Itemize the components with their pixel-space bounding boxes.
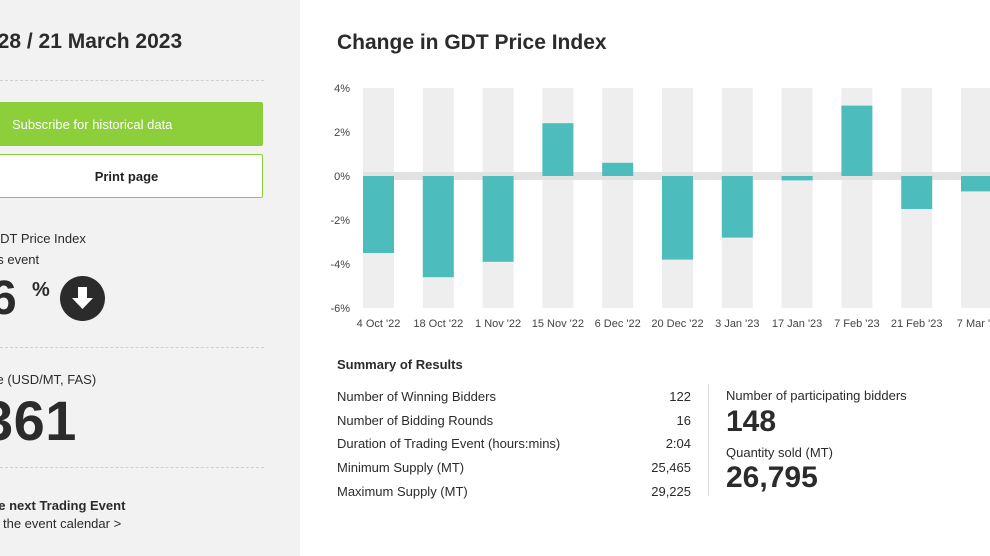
y-tick-label: -6% (330, 303, 350, 315)
quantity-sold-value: 26,795 (726, 461, 818, 494)
x-tick-label: 1 Nov '22 (475, 318, 521, 330)
x-tick-label: 21 Feb '23 (891, 318, 943, 330)
summary-row-label: Minimum Supply (MT) (337, 460, 465, 475)
event-title: 328 / 21 March 2023 (0, 30, 183, 53)
chart-title: Change in GDT Price Index (337, 31, 607, 54)
chart-bar (961, 176, 990, 192)
index-label: GDT Price Index (0, 231, 86, 246)
y-tick-label: 0% (334, 171, 350, 183)
y-tick-label: 4% (334, 83, 350, 95)
chart-bar (363, 176, 394, 253)
participating-bidders-label: Number of participating bidders (726, 388, 907, 403)
chart-band (781, 88, 813, 308)
x-tick-label: 7 Mar '2 (957, 318, 990, 330)
event-calendar-link[interactable]: w the event calendar > (0, 516, 122, 531)
summary-row-label: Maximum Supply (MT) (337, 484, 468, 499)
quantity-sold-label: Quantity sold (MT) (726, 445, 833, 460)
summary-row-label: Duration of Trading Event (hours:mins) (337, 436, 561, 451)
x-tick-label: 15 Nov '22 (532, 318, 584, 330)
divider (0, 80, 264, 81)
summary-row-value: 29,225 (651, 484, 691, 499)
summary-row: Duration of Trading Event (hours:mins) 2… (337, 436, 691, 456)
x-tick-label: 4 Oct '22 (357, 318, 401, 330)
chart-bar (781, 176, 813, 181)
x-tick-label: 17 Jan '23 (772, 318, 822, 330)
summary-row-value: 122 (669, 389, 691, 404)
chart-bar (482, 176, 514, 262)
chart-bar (901, 176, 933, 209)
summary-title: Summary of Results (337, 357, 463, 372)
chart-band (542, 88, 574, 308)
x-tick-label: 3 Jan '23 (715, 318, 759, 330)
summary-row: Number of Winning Bidders 122 (337, 389, 691, 409)
subscribe-button[interactable]: Subscribe for historical data (0, 102, 263, 146)
chart-bar (662, 176, 693, 260)
price-index-chart: 4% 2% 0% -2% -4% -6% 4 Oct '22 18 Oct '22 1 Nov … (330, 83, 990, 330)
next-event-title: the next Trading Event (0, 498, 126, 513)
summary-row: Minimum Supply (MT) 25,465 (337, 460, 691, 480)
chart-bar (542, 123, 574, 176)
x-tick-label: 6 Dec '22 (595, 318, 641, 330)
summary-divider (708, 384, 709, 496)
summary-row-label: Number of Bidding Rounds (337, 413, 494, 428)
print-button[interactable]: Print page (0, 154, 263, 198)
summary-row: Maximum Supply (MT) 29,225 (337, 484, 691, 504)
event-sidebar: 328 / 21 March 2023 Subscribe for histor… (0, 0, 300, 556)
chart-band (602, 88, 634, 308)
change-unit: % (32, 279, 50, 301)
chart-bar (721, 176, 753, 238)
y-tick-label: -2% (330, 215, 350, 227)
divider (0, 467, 264, 468)
summary-row-value: 16 (676, 413, 691, 428)
participating-bidders-value: 148 (726, 405, 777, 438)
chart-bar (602, 162, 634, 176)
summary-row-label: Number of Winning Bidders (337, 389, 496, 404)
index-sub-label: us event (0, 252, 40, 267)
y-tick-label: -4% (330, 259, 350, 271)
change-value: 6 (0, 272, 17, 325)
arrow-down-icon (60, 276, 105, 321)
x-tick-label: 7 Feb '23 (834, 318, 880, 330)
x-tick-label: 18 Oct '22 (413, 318, 463, 330)
chart-band (961, 88, 990, 308)
divider (0, 347, 264, 348)
price-value: 361 (0, 389, 77, 452)
summary-row: Number of Bidding Rounds 16 (337, 413, 691, 433)
summary-row-value: 25,465 (651, 460, 691, 475)
y-tick-label: 2% (334, 127, 350, 139)
chart-bar (422, 176, 454, 278)
chart-bar (841, 105, 873, 176)
x-tick-label: 20 Dec '22 (651, 318, 703, 330)
price-label: ce (USD/MT, FAS) (0, 372, 97, 387)
summary-row-value: 2:04 (665, 436, 691, 451)
